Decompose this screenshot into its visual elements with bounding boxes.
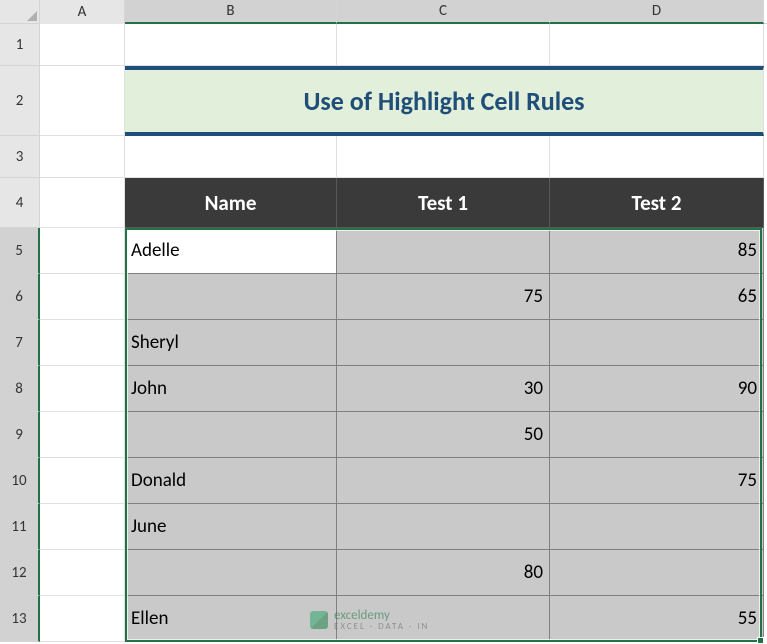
row-header-11[interactable]: 11 (0, 504, 40, 550)
row-8: 8 John 30 90 (0, 366, 767, 412)
row-header-5[interactable]: 5 (0, 228, 40, 274)
cell-D10[interactable]: 75 (550, 458, 764, 504)
cell-D3[interactable] (550, 136, 764, 178)
cell-D6[interactable]: 65 (550, 274, 764, 320)
cell-C1[interactable] (337, 24, 550, 66)
row-header-1[interactable]: 1 (0, 24, 40, 66)
row-1: 1 (0, 24, 767, 66)
row-header-7[interactable]: 7 (0, 320, 40, 366)
row-header-12[interactable]: 12 (0, 550, 40, 596)
cell-C6[interactable]: 75 (337, 274, 550, 320)
cell-B13[interactable]: Ellen (125, 596, 337, 642)
cell-D8[interactable]: 90 (550, 366, 764, 412)
row-12: 12 80 (0, 550, 767, 596)
row-2: 2 Use of Highlight Cell Rules (0, 66, 767, 136)
cell-B5[interactable]: Adelle (125, 228, 337, 274)
cell-C12[interactable]: 80 (337, 550, 550, 596)
row-header-3[interactable]: 3 (0, 136, 40, 178)
cell-C11[interactable] (337, 504, 550, 550)
row-9: 9 50 (0, 412, 767, 458)
col-header-D[interactable]: D (550, 0, 764, 24)
cell-C8[interactable]: 30 (337, 366, 550, 412)
cell-D7[interactable] (550, 320, 764, 366)
title-cell[interactable]: Use of Highlight Cell Rules (125, 66, 764, 136)
cell-B3[interactable] (125, 136, 337, 178)
row-header-13[interactable]: 13 (0, 596, 40, 642)
cell-A5[interactable] (40, 228, 125, 274)
col-header-C[interactable]: C (337, 0, 550, 24)
cell-A1[interactable] (40, 24, 125, 66)
row-3: 3 (0, 136, 767, 178)
cell-D1[interactable] (550, 24, 764, 66)
column-header-row: A B C D (0, 0, 767, 24)
cell-B6[interactable] (125, 274, 337, 320)
grid-body: 1 2 Use of Highlight Cell Rules 3 4 Nam (0, 24, 767, 642)
cell-B11[interactable]: June (125, 504, 337, 550)
col-header-B[interactable]: B (125, 0, 337, 24)
row-5: 5 Adelle 85 (0, 228, 767, 274)
cell-D5[interactable]: 85 (550, 228, 764, 274)
cell-C7[interactable] (337, 320, 550, 366)
watermark-sub: EXCEL · DATA · IN (334, 621, 429, 632)
cell-A4[interactable] (40, 178, 125, 228)
row-header-6[interactable]: 6 (0, 274, 40, 320)
row-10: 10 Donald 75 (0, 458, 767, 504)
cell-B12[interactable] (125, 550, 337, 596)
watermark: exceldemy EXCEL · DATA · IN (310, 608, 429, 632)
cell-D13[interactable]: 55 (550, 596, 764, 642)
th-name[interactable]: Name (125, 178, 337, 228)
th-test2[interactable]: Test 2 (550, 178, 764, 228)
cell-C9[interactable]: 50 (337, 412, 550, 458)
cell-C10[interactable] (337, 458, 550, 504)
cell-C5[interactable] (337, 228, 550, 274)
select-all-corner[interactable] (0, 0, 40, 24)
row-header-4[interactable]: 4 (0, 178, 40, 228)
cell-B7[interactable]: Sheryl (125, 320, 337, 366)
spreadsheet: A B C D 1 2 Use of Highlight Cell Rules … (0, 0, 767, 643)
excel-icon (310, 611, 328, 629)
cell-B10[interactable]: Donald (125, 458, 337, 504)
cell-D12[interactable] (550, 550, 764, 596)
cell-D9[interactable] (550, 412, 764, 458)
cell-A3[interactable] (40, 136, 125, 178)
cell-A6[interactable] (40, 274, 125, 320)
row-header-2[interactable]: 2 (0, 66, 40, 136)
row-7: 7 Sheryl (0, 320, 767, 366)
cell-A13[interactable] (40, 596, 125, 642)
cell-A11[interactable] (40, 504, 125, 550)
cell-A12[interactable] (40, 550, 125, 596)
row-4: 4 Name Test 1 Test 2 (0, 178, 767, 228)
cell-A2[interactable] (40, 66, 125, 136)
cell-B1[interactable] (125, 24, 337, 66)
th-test1[interactable]: Test 1 (337, 178, 550, 228)
cell-B9[interactable] (125, 412, 337, 458)
cell-B8[interactable]: John (125, 366, 337, 412)
cell-A9[interactable] (40, 412, 125, 458)
row-6: 6 75 65 (0, 274, 767, 320)
row-header-10[interactable]: 10 (0, 458, 40, 504)
row-header-8[interactable]: 8 (0, 366, 40, 412)
col-header-A[interactable]: A (40, 0, 125, 24)
cell-A8[interactable] (40, 366, 125, 412)
title-text: Use of Highlight Cell Rules (303, 85, 584, 117)
row-header-9[interactable]: 9 (0, 412, 40, 458)
cell-A10[interactable] (40, 458, 125, 504)
cell-C3[interactable] (337, 136, 550, 178)
cell-D11[interactable] (550, 504, 764, 550)
row-11: 11 June (0, 504, 767, 550)
cell-A7[interactable] (40, 320, 125, 366)
